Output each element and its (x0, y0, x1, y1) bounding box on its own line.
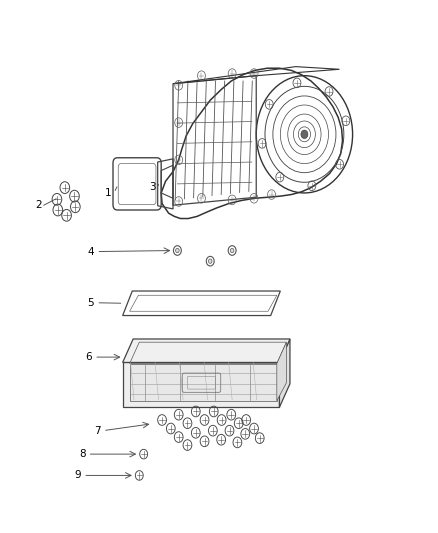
Text: 3: 3 (149, 182, 155, 191)
Text: 6: 6 (85, 352, 92, 362)
Text: 7: 7 (94, 426, 101, 435)
Polygon shape (130, 364, 277, 401)
Polygon shape (123, 362, 279, 407)
Text: 9: 9 (74, 471, 81, 480)
Text: 8: 8 (79, 449, 85, 459)
Circle shape (208, 259, 212, 263)
Circle shape (301, 130, 308, 139)
Polygon shape (123, 339, 290, 362)
Text: 4: 4 (88, 247, 94, 256)
Text: 2: 2 (35, 200, 42, 210)
Polygon shape (279, 339, 290, 407)
Text: 1: 1 (105, 188, 112, 198)
Polygon shape (277, 342, 286, 401)
Text: 5: 5 (88, 298, 94, 308)
Circle shape (176, 248, 179, 253)
Circle shape (230, 248, 234, 253)
